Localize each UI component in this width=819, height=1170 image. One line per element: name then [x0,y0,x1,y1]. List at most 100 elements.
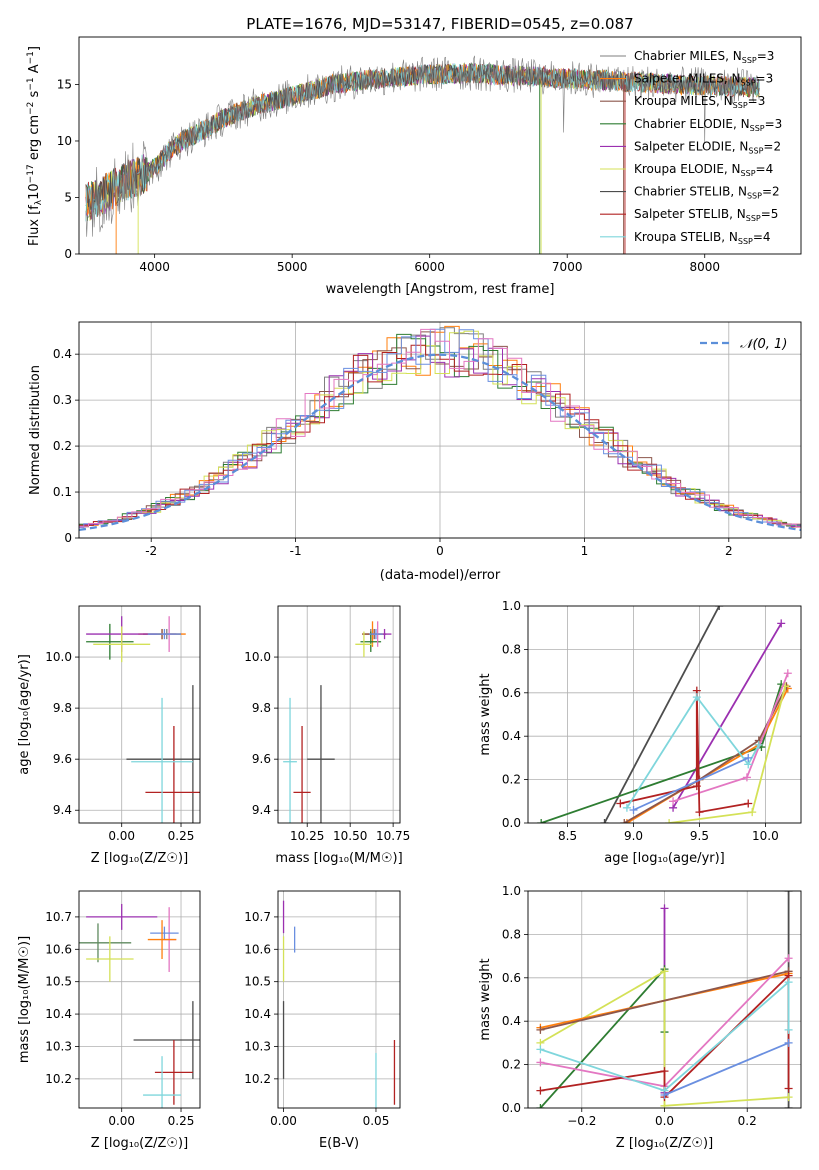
weight-vs-Z-ytick-label: 0.6 [502,971,521,985]
legend-sub: SSP [733,101,748,110]
weight-vs-Z-xtick-label: 0.0 [655,1114,674,1128]
residuals-xlabel: (data-model)/error [380,568,501,583]
weight-vs-Z-marker-3 [660,967,669,976]
spectrum-ytick-label: 0 [64,247,72,261]
legend-n: =3 [756,72,774,86]
spectrum-ylabel-part: −17 [26,164,36,183]
legend-sub: SSP [746,214,761,223]
weight-vs-age-marker-0 [600,819,609,823]
residuals-ytick-label: 0 [64,531,72,545]
mass-vs-Z-ylabel: mass [log₁₀(M/M☉)] [17,936,32,1063]
weight-vs-age-ytick-label: 0.8 [502,642,521,656]
weight-vs-Z-series [536,891,793,1108]
spectrum-lines [85,55,760,254]
legend-n: =3 [765,117,783,131]
residuals-xtick-label: 2 [725,544,733,558]
mass-vs-Z-ytick-label: 10.4 [45,1007,72,1021]
mass-vs-EBV-axes-frame [277,890,401,1109]
mass-vs-EBV-points [282,900,396,1108]
mass-vs-Z-ytick-label: 10.2 [45,1072,72,1086]
spectrum-ylabel: Flux [fλ10−17 erg cm−2 s−1 A−1] [26,46,44,246]
age-vs-Z-ytick-label: 9.4 [53,803,72,817]
legend-sub: SSP [747,192,762,201]
figure-title: PLATE=1676, MJD=53147, FIBERID=0545, z=0… [246,15,633,33]
weight-vs-age-line-7 [620,690,749,814]
legend-sub: SSP [750,124,765,133]
residuals-xtick-label: -2 [145,544,157,558]
age-vs-Z-ylabel: age [log₁₀(age/yr)] [17,654,32,775]
legend-label: Salpeter ELODIE, N [634,139,748,153]
residuals-ytick-label: 0.3 [53,393,72,407]
legend-label: Kroupa ELODIE, N [634,162,741,176]
weight-vs-age-line-9 [633,757,749,811]
spectrum-xlabel: wavelength [Angstrom, rest frame] [326,282,555,297]
mass-vs-Z-xlabel: Z [log₁₀(Z/Z☉)] [91,1136,188,1151]
legend-n: =2 [763,139,781,153]
weight-vs-Z-line-3 [539,969,789,1107]
spectrum-axes-frame [78,36,802,255]
legend-label: Chabrier ELODIE, N [634,117,750,131]
weight-vs-Z-xtick-label: 0.2 [738,1114,757,1128]
weight-vs-age-ytick-label: 0.4 [502,729,521,743]
weight-vs-Z-ytick-label: 1.0 [502,884,521,898]
weight-vs-age-marker-9 [744,753,753,762]
weight-vs-Z-marker-9 [660,1090,669,1099]
mass-vs-EBV-ytick-label: 10.2 [244,1072,271,1086]
mass-vs-Z-ytick-label: 10.3 [45,1039,72,1053]
legend-entry-7: Salpeter STELIB, NSSP=5 [634,207,778,223]
weight-vs-Z-marker-9 [784,1038,793,1047]
weight-vs-age-ytick-label: 0.6 [502,686,521,700]
legend-entry-1: Salpeter MILES, NSSP=3 [634,72,773,88]
age-vs-Z-xtick-label: 0.25 [168,829,195,843]
weight-vs-age-marker-1 [777,619,786,628]
weight-vs-age-marker-7 [616,799,625,808]
mass-vs-EBV-xtick-label: 0.05 [363,1114,390,1128]
weight-vs-Z-marker-1 [660,904,669,913]
weight-vs-age-marker-0 [715,606,724,610]
weight-vs-age-marker-6 [669,797,678,806]
weight-vs-age-line-0 [603,606,720,823]
weight-vs-age-line-5 [668,686,787,823]
mass-vs-Z-points [79,903,200,1108]
mass-vs-Z-ytick-label: 10.5 [45,975,72,989]
age-vs-mass-axes-frame [277,605,401,824]
weight-vs-Z-line-8 [540,980,790,1092]
residuals-axes-frame [78,321,802,539]
weight-vs-age-marker-2 [537,819,546,823]
weight-vs-Z-marker-6 [784,954,793,963]
residuals-ylabel: Normed distribution [28,365,43,495]
spectrum-ylabel-part: ] [27,46,42,51]
weight-vs-age-marker-8 [622,803,631,812]
spectrum-ylabel-part: −1 [26,51,36,64]
age-vs-Z-points [86,616,200,823]
weight-vs-Z-marker-7 [784,1084,793,1093]
weight-vs-age-axes-frame [527,605,802,824]
spectrum-ylabel-part: s [27,90,42,101]
weight-vs-age-xtick-label: 10.0 [752,829,779,843]
residuals-xtick-label: 1 [581,544,589,558]
weight-vs-age-ytick-label: 1.0 [502,599,521,613]
legend-label: Kroupa MILES, N [634,94,733,108]
residuals-ytick-label: 0.4 [53,347,72,361]
age-vs-Z-ytick-label: 9.8 [53,701,72,715]
age-vs-Z-ytick-label: 9.6 [53,752,72,766]
legend-label: Chabrier MILES, N [634,49,742,63]
legend-sub: SSP [741,169,756,178]
spectrum-xtick-label: 8000 [689,260,720,274]
age-vs-mass-xtick-label: 10.50 [333,829,367,843]
age-vs-mass-ytick-label: 9.4 [252,803,271,817]
age-vs-mass-xtick-label: 10.25 [290,829,324,843]
legend-n: =5 [761,207,779,221]
weight-vs-Z-line-5 [540,970,789,1031]
weight-vs-age-xtick-label: 9.0 [624,829,643,843]
legend-n: =2 [762,185,780,199]
weight-vs-Z-marker-5 [536,1025,545,1034]
spectrum-xtick-label: 5000 [277,260,308,274]
mass-vs-Z-ytick-label: 10.7 [45,910,72,924]
legend-sub: SSP [742,56,757,65]
spectrum-ylabel-part: −2 [26,102,36,115]
mass-vs-Z-xtick-label: 0.00 [108,1114,135,1128]
weight-vs-Z-marker-2 [536,1104,545,1108]
